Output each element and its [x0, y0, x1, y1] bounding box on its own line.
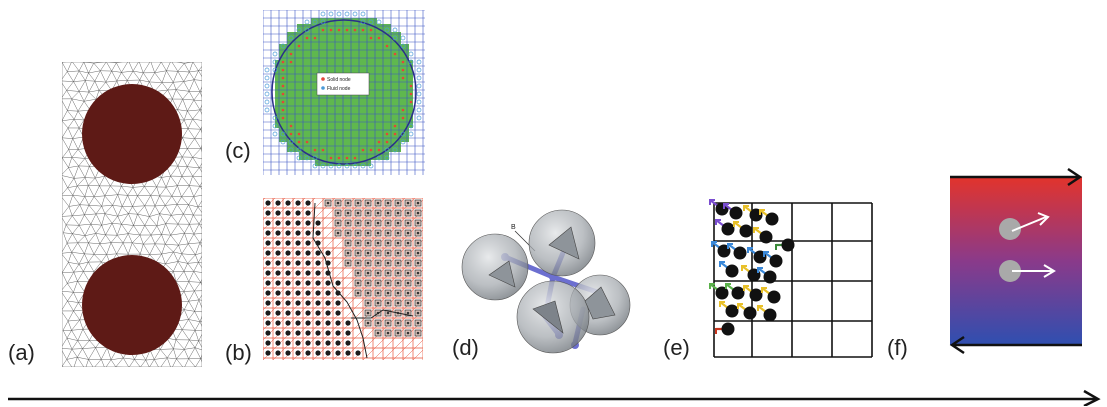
legend-solid-node: Solid node: [327, 77, 351, 83]
legend-fluid-node: Fluid node: [327, 86, 351, 92]
panel-b-lattice: [263, 198, 423, 360]
bottom-arrowhead: [949, 335, 965, 355]
tetra-right: [584, 286, 616, 320]
panel-e-particles: [700, 195, 880, 365]
particle-top: [82, 84, 182, 184]
panel-label-d: (d): [452, 335, 479, 360]
mesh-figure: [62, 62, 202, 367]
label-b: B: [511, 224, 516, 231]
sphere-cluster-figure: B: [461, 209, 631, 354]
lattice-node-symbols: [265, 199, 422, 356]
panel-label-f: (f): [887, 335, 908, 360]
velocity-arrow-upper: [1011, 216, 1047, 232]
particle-upper: [999, 218, 1021, 240]
interface-line: [312, 202, 368, 359]
tetra-left: [488, 260, 516, 288]
lattice-nodes-figure: [263, 198, 423, 360]
particles-with-velocity: [709, 199, 795, 336]
tetra-bottom: [532, 300, 564, 334]
panel-d-spheres: B: [455, 205, 650, 360]
panel-label-e: (e): [663, 335, 690, 360]
panel-label-b: (b): [225, 340, 252, 365]
solid-node-marker: [321, 77, 325, 81]
particle-grid-figure: [709, 199, 873, 358]
tetra-top: [548, 226, 580, 260]
panel-f-shear-flow: [940, 165, 1090, 360]
scale-arrow: [8, 389, 1101, 406]
lattice-grid: [263, 10, 425, 175]
panel-label-c: (c): [225, 138, 251, 163]
sphere-left: [461, 233, 529, 301]
fluid-node-marker: [321, 86, 325, 90]
particle-boundary: [271, 19, 417, 165]
particle-bottom: [82, 255, 182, 355]
legend: Solid node Fluid node: [316, 72, 370, 96]
boundary-nodes: [264, 11, 422, 169]
top-arrowhead: [1067, 167, 1083, 187]
panel-c-grid-particle: Solid node Fluid node: [263, 10, 425, 175]
panel-a-mesh: [62, 62, 202, 367]
cell-grid: [713, 202, 873, 358]
velocity-gradient-box: [950, 177, 1082, 345]
panel-label-a: (a): [8, 340, 35, 365]
scale-arrowhead: [1083, 389, 1101, 406]
shear-flow-figure: [949, 167, 1083, 355]
interface-branch: [351, 309, 414, 319]
particle-lower: [999, 260, 1021, 282]
immersed-boundary-figure: Solid node Fluid node: [263, 10, 425, 175]
